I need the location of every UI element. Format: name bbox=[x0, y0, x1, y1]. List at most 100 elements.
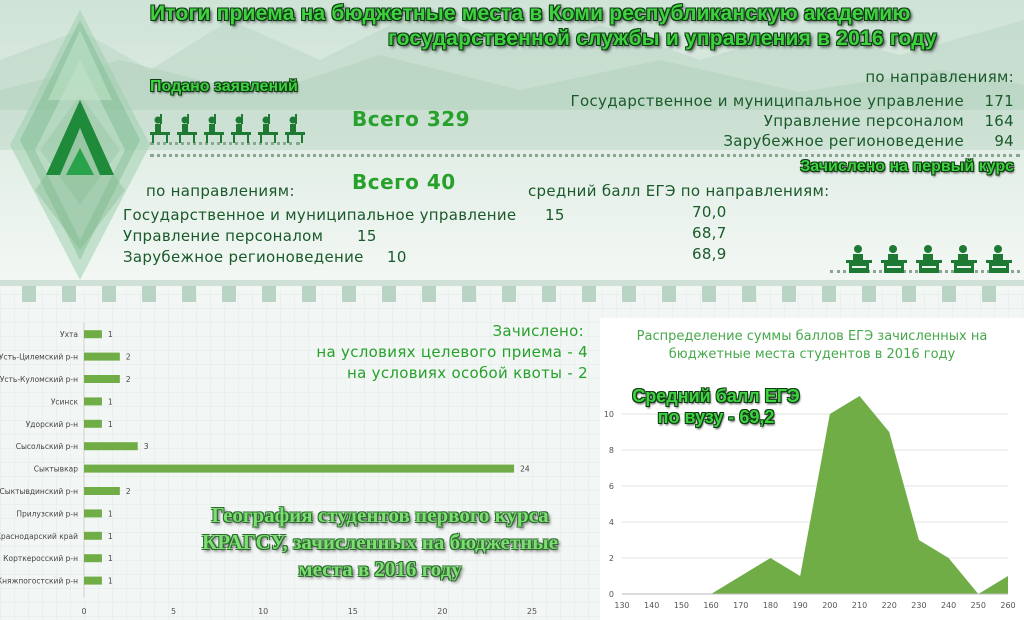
bar bbox=[84, 375, 120, 383]
category-label: Усть-Куломский р-н bbox=[0, 375, 78, 384]
enrolled-direction-avg: 68,7 bbox=[692, 224, 727, 242]
application-direction-name: Зарубежное регионоведение bbox=[723, 132, 964, 150]
tick-label: 5 bbox=[171, 607, 176, 616]
bar bbox=[84, 352, 120, 361]
student-at-desk-icon bbox=[846, 245, 1012, 273]
category-label: Сыктывкар bbox=[34, 465, 79, 474]
category-label: Сыктывдинский р-н bbox=[0, 487, 78, 496]
tick-label: 25 bbox=[527, 607, 537, 616]
data-label: 1 bbox=[108, 330, 113, 339]
bar bbox=[84, 442, 138, 451]
data-label: 2 bbox=[126, 375, 131, 384]
application-direction-value: 164 bbox=[984, 112, 1014, 130]
enrolled-total: Всего 40 bbox=[352, 170, 456, 194]
tick-label: 150 bbox=[674, 601, 689, 610]
tick-label: 2 bbox=[609, 554, 614, 563]
tick-label: 10 bbox=[258, 607, 268, 616]
category-label: Княжпогостский р-н bbox=[0, 577, 78, 586]
avg-score-label: средний балл ЕГЭ по направлениям: bbox=[528, 182, 830, 200]
applications-by-direction-label: по направлениям: bbox=[865, 68, 1014, 86]
category-label: Корткеросский р-н bbox=[3, 554, 78, 563]
applications-heading: Подано заявлений bbox=[150, 78, 298, 95]
page-title-line-2: государственной службы и управления в 20… bbox=[388, 27, 937, 50]
chart-title-line: бюджетные места студентов в 2016 году bbox=[669, 347, 956, 362]
tick-label: 130 bbox=[614, 601, 629, 610]
category-label: Краснодарский край bbox=[0, 532, 78, 541]
category-label: Прилузский р-н bbox=[16, 509, 78, 518]
data-label: 2 bbox=[126, 487, 131, 496]
category-label: Сысольский р-н bbox=[16, 442, 78, 451]
avg-overall-line: Средний балл ЕГЭ bbox=[632, 386, 800, 406]
bar bbox=[84, 487, 120, 495]
enrolled-direction-avg: 70,0 bbox=[692, 203, 727, 221]
tick-label: 190 bbox=[793, 601, 808, 610]
data-label: 2 bbox=[126, 353, 131, 362]
page-title-line-1: Итоги приема на бюджетные места в Коми р… bbox=[150, 2, 911, 25]
tick-label: 230 bbox=[911, 601, 926, 610]
category-label: Усинск bbox=[51, 397, 79, 406]
special-target: на условиях целевого приема - 4 bbox=[316, 343, 588, 361]
separator bbox=[150, 154, 1020, 157]
enrolled-direction-value: 15 bbox=[357, 227, 377, 245]
applications-total: Всего 329 bbox=[352, 107, 471, 131]
enrolled-direction-name: Управление персоналом bbox=[123, 227, 324, 245]
enrolled-direction-value: 10 bbox=[387, 248, 407, 266]
tick-label: 0 bbox=[81, 607, 86, 616]
chart-title-line: Распределение суммы баллов ЕГЭ зачисленн… bbox=[637, 329, 988, 344]
tick-label: 4 bbox=[609, 518, 614, 527]
bar bbox=[84, 397, 102, 406]
enrolled-direction-name: Зарубежное регионоведение bbox=[123, 248, 364, 266]
geography-bar-chart: Ухта 1 Усть-Цилемский р-н 2 Усть-Куломский р… bbox=[0, 323, 537, 616]
tick-label: 210 bbox=[852, 601, 867, 610]
bar bbox=[84, 576, 102, 585]
special-quota: на условиях особой квоты - 2 bbox=[346, 364, 588, 382]
bar bbox=[84, 464, 515, 473]
category-label: Удорский р-н bbox=[26, 420, 78, 429]
enrolled-by-direction-label: по направлениям: bbox=[146, 182, 295, 200]
tick-label: 240 bbox=[941, 601, 956, 610]
geography-caption: География студентов первого курса КРАГСУ… bbox=[160, 502, 600, 583]
enrolled-direction-name: Государственное и муниципальное управлен… bbox=[123, 206, 517, 224]
tick-label: 200 bbox=[822, 601, 837, 610]
data-label: 24 bbox=[520, 465, 530, 474]
application-direction-value: 94 bbox=[994, 132, 1014, 150]
geography-caption-line: КРАГСУ, зачисленных на бюджетные bbox=[201, 530, 559, 554]
avg-overall: Средний балл ЕГЭ по вузу - 69,2 bbox=[626, 386, 806, 428]
tick-label: 0 bbox=[609, 590, 614, 599]
tick-label: 140 bbox=[644, 601, 659, 610]
score-distribution-chart: Распределение суммы баллов ЕГЭ зачисленн… bbox=[604, 329, 1016, 610]
bar bbox=[84, 509, 102, 518]
data-label: 1 bbox=[108, 554, 113, 563]
data-label: 1 bbox=[108, 509, 113, 518]
bar bbox=[84, 554, 102, 563]
special-heading: Зачислено: bbox=[492, 322, 584, 340]
data-label: 1 bbox=[108, 577, 113, 586]
tick-label: 20 bbox=[437, 607, 447, 616]
tick-label: 180 bbox=[763, 601, 778, 610]
data-label: 1 bbox=[108, 420, 113, 429]
application-direction-name: Управление персоналом bbox=[763, 112, 964, 130]
geography-caption-line: места в 2016 году bbox=[298, 557, 462, 581]
avg-overall-line: по вузу - 69,2 bbox=[657, 407, 775, 427]
category-label: Ухта bbox=[60, 330, 78, 339]
bar bbox=[84, 330, 102, 339]
area-series bbox=[622, 396, 1008, 594]
bar bbox=[84, 419, 102, 428]
separator bbox=[150, 142, 300, 145]
bar bbox=[84, 531, 102, 540]
tick-label: 260 bbox=[1000, 601, 1015, 610]
tick-label: 15 bbox=[348, 607, 358, 616]
data-label: 1 bbox=[108, 532, 113, 541]
tick-label: 8 bbox=[609, 446, 614, 455]
tick-label: 170 bbox=[733, 601, 748, 610]
academy-diamond-logo bbox=[10, 10, 150, 280]
category-label: Усть-Цилемский р-н bbox=[0, 353, 78, 362]
enrolled-direction-avg: 68,9 bbox=[692, 245, 727, 263]
tick-label: 220 bbox=[882, 601, 897, 610]
tick-label: 6 bbox=[609, 482, 614, 491]
tick-label: 160 bbox=[703, 601, 718, 610]
enrolled-direction-value: 15 bbox=[545, 206, 565, 224]
tick-label: 10 bbox=[604, 410, 614, 419]
enrolled-heading: Зачислено на первый курс bbox=[800, 158, 1014, 175]
student-raising-hand-icon bbox=[150, 114, 305, 143]
